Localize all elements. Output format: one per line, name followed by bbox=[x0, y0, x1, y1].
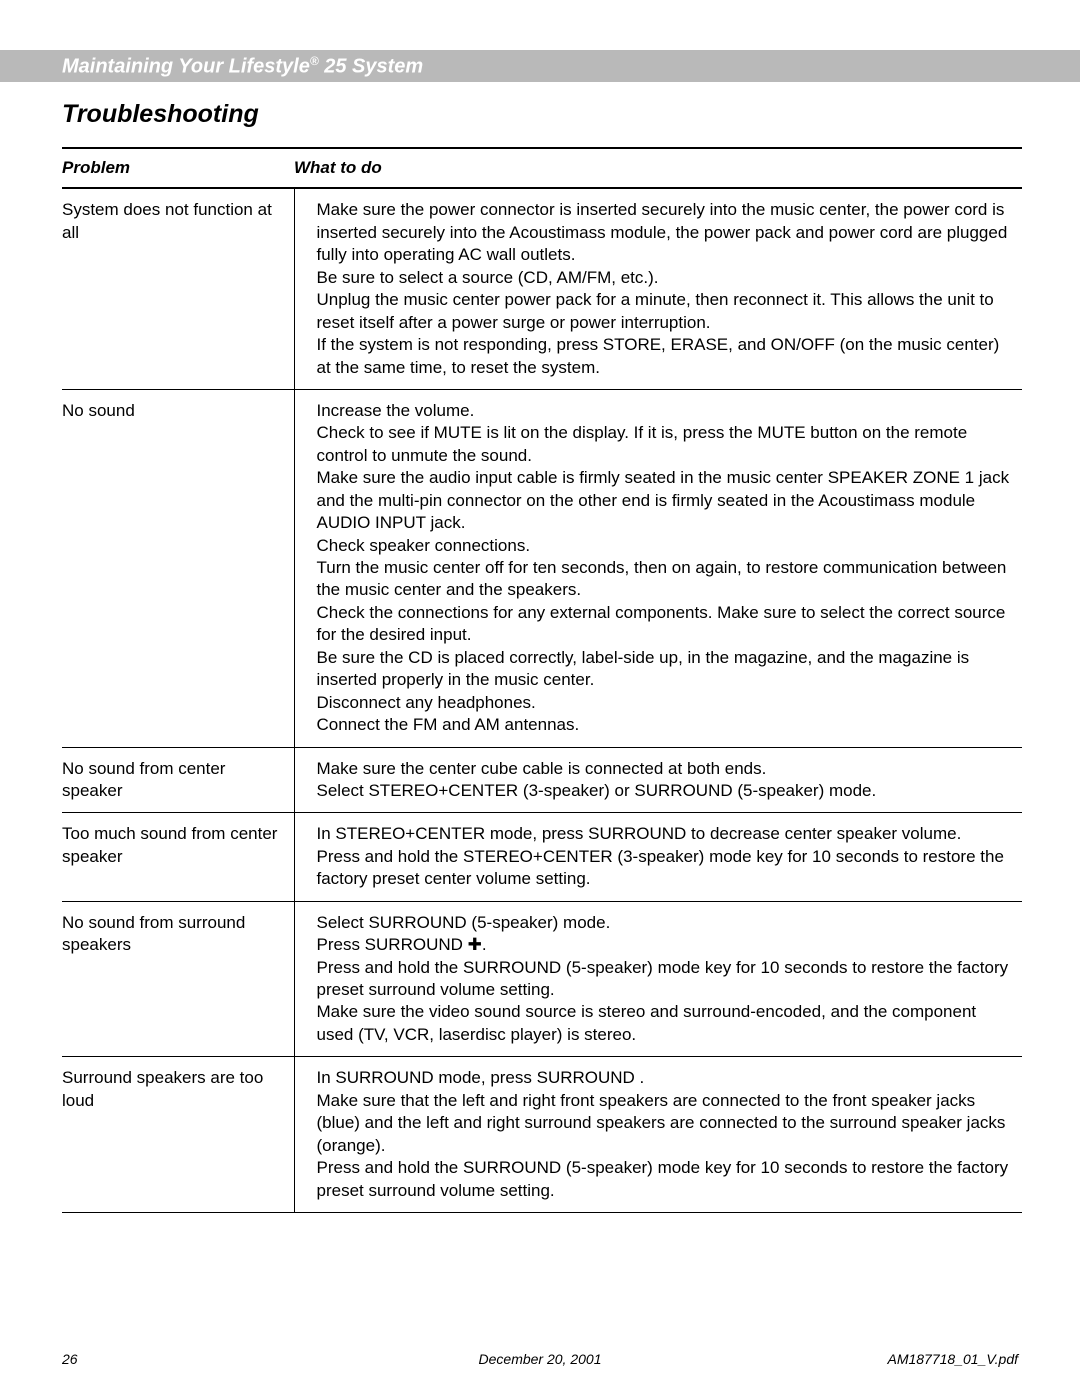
col-problem-header: Problem bbox=[62, 148, 294, 188]
what-cell: Make sure the power connector is inserte… bbox=[294, 188, 1022, 389]
problem-cell: Too much sound from center speaker bbox=[62, 813, 294, 901]
page: Maintaining Your Lifestyle® 25 System Tr… bbox=[0, 0, 1080, 1397]
problem-cell: No sound from surround speakers bbox=[62, 901, 294, 1057]
table-row: Too much sound from center speakerIn STE… bbox=[62, 813, 1022, 901]
problem-cell: System does not function at all bbox=[62, 188, 294, 389]
problem-cell: No sound from center speaker bbox=[62, 747, 294, 813]
content-area: Troubleshooting Problem What to do Syste… bbox=[62, 100, 1022, 1213]
what-cell: In STEREO+CENTER mode, press SURROUND to… bbox=[294, 813, 1022, 901]
table-row: No sound from surround speakersSelect SU… bbox=[62, 901, 1022, 1057]
table-row: Surround speakers are too loudIn SURROUN… bbox=[62, 1057, 1022, 1213]
registered-symbol: ® bbox=[310, 54, 319, 68]
footer-page-number: 26 bbox=[62, 1351, 78, 1367]
table-row: System does not function at allMake sure… bbox=[62, 188, 1022, 389]
section-title: Troubleshooting bbox=[62, 100, 1022, 129]
what-cell: Select SURROUND (5-speaker) mode.Press S… bbox=[294, 901, 1022, 1057]
troubleshooting-table: Problem What to do System does not funct… bbox=[62, 147, 1022, 1213]
footer: 26 December 20, 2001 AM187718_01_V.pdf bbox=[0, 1351, 1080, 1367]
footer-doc: AM187718_01_V.pdf bbox=[887, 1351, 1018, 1367]
what-cell: In SURROUND mode, press SURROUND .Make s… bbox=[294, 1057, 1022, 1213]
problem-cell: No sound bbox=[62, 389, 294, 747]
table-header-row: Problem What to do bbox=[62, 148, 1022, 188]
what-cell: Increase the volume.Check to see if MUTE… bbox=[294, 389, 1022, 747]
table-row: No sound from center speakerMake sure th… bbox=[62, 747, 1022, 813]
header-title-pre: Maintaining Your Lifestyle bbox=[62, 55, 310, 77]
col-what-header: What to do bbox=[294, 148, 1022, 188]
what-cell: Make sure the center cube cable is conne… bbox=[294, 747, 1022, 813]
table-body: System does not function at allMake sure… bbox=[62, 188, 1022, 1212]
header-title-post: 25 System bbox=[319, 55, 424, 77]
table-row: No soundIncrease the volume.Check to see… bbox=[62, 389, 1022, 747]
header-title: Maintaining Your Lifestyle® 25 System bbox=[62, 54, 423, 79]
header-bar: Maintaining Your Lifestyle® 25 System bbox=[0, 50, 1080, 82]
problem-cell: Surround speakers are too loud bbox=[62, 1057, 294, 1213]
